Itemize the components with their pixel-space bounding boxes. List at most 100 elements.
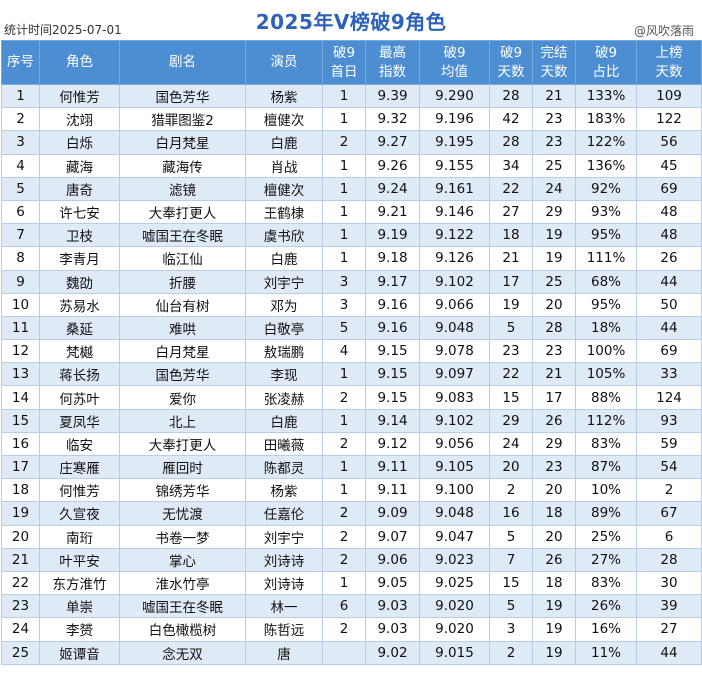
col-actor-cell: 白鹿 bbox=[245, 130, 323, 155]
col-drama-cell: 书卷一梦 bbox=[119, 524, 246, 549]
col-ratio-cell: 133% bbox=[575, 83, 637, 109]
col-ratio-cell: 27% bbox=[575, 547, 637, 572]
col-chart-days-cell: 93 bbox=[636, 408, 702, 433]
col-break-days-cell: 3 bbox=[489, 617, 533, 642]
col-drama-cell: 念无双 bbox=[119, 640, 246, 665]
table-row: 18 何惟芳 锦绣芳华 杨紫 1 9.11 9.100 2 20 10% 2 bbox=[1, 478, 702, 503]
col-chart-days-cell: 44 bbox=[636, 640, 702, 665]
col-actor-cell: 陈哲远 bbox=[245, 617, 323, 642]
col-chart-days-cell: 44 bbox=[636, 269, 702, 294]
col-break-days-cell: 5 bbox=[489, 315, 533, 341]
col-role-cell: 苏易水 bbox=[39, 292, 120, 317]
col-break-days-cell: 15 bbox=[489, 570, 533, 596]
col-first-day-cell: 1 bbox=[322, 478, 366, 503]
col-role-cell: 东方淮竹 bbox=[39, 570, 120, 596]
table-row: 13 蒋长扬 国色芳华 李现 1 9.15 9.097 22 21 105% 33 bbox=[1, 362, 702, 387]
col-rank-cell: 21 bbox=[1, 547, 40, 572]
col-avg-cell: 9.020 bbox=[419, 617, 490, 642]
col-drama-cell: 国色芳华 bbox=[119, 83, 246, 109]
col-first-day-header: 破9 首日 bbox=[322, 40, 366, 85]
col-avg-cell: 9.048 bbox=[419, 501, 490, 526]
col-break-days-cell: 16 bbox=[489, 501, 533, 526]
table-row: 1 何惟芳 国色芳华 杨紫 1 9.39 9.290 28 21 133% 109 bbox=[1, 83, 702, 109]
col-first-day-cell: 2 bbox=[322, 130, 366, 155]
header-label: 破9 bbox=[332, 44, 356, 61]
col-break-days-cell: 21 bbox=[489, 246, 533, 271]
col-first-day-cell: 1 bbox=[322, 570, 366, 596]
header-label: 破9 bbox=[443, 44, 466, 61]
col-drama-cell: 嘘国王在冬眠 bbox=[119, 223, 246, 248]
table-row: 10 苏易水 仙台有树 邓为 3 9.16 9.066 19 20 95% 50 bbox=[1, 292, 702, 317]
col-drama-cell: 临江仙 bbox=[119, 246, 246, 271]
col-break-days-cell: 24 bbox=[489, 431, 533, 457]
table-row: 2 沈翊 猎罪图鉴2 檀健次 1 9.32 9.196 42 23 183% 122 bbox=[1, 107, 702, 132]
table-header: 序号 角色 剧名 演员 破9 首日 最高 指数 破9 均值 破9 天数 完结 天数 破9 占比 上榜 天数 bbox=[1, 40, 702, 85]
col-actor-cell: 王鹤棣 bbox=[245, 199, 323, 225]
col-finish-days-cell: 18 bbox=[532, 570, 576, 596]
header-label: 占比 bbox=[592, 63, 620, 80]
col-role-cell: 梵樾 bbox=[39, 339, 120, 364]
col-first-day-cell: 1 bbox=[322, 199, 366, 225]
col-break-days-cell: 19 bbox=[489, 292, 533, 317]
col-max-index-cell: 9.18 bbox=[365, 246, 420, 271]
col-chart-days-cell: 109 bbox=[636, 83, 702, 109]
col-chart-days-cell: 56 bbox=[636, 130, 702, 155]
col-drama-cell: 国色芳华 bbox=[119, 362, 246, 387]
col-ratio-cell: 25% bbox=[575, 524, 637, 549]
col-actor-cell: 虞书欣 bbox=[245, 223, 323, 248]
col-ratio-cell: 10% bbox=[575, 478, 637, 503]
col-avg-cell: 9.066 bbox=[419, 292, 490, 317]
col-chart-days-cell: 26 bbox=[636, 246, 702, 271]
table-row: 9 魏劭 折腰 刘宇宁 3 9.17 9.102 17 25 68% 44 bbox=[1, 269, 702, 294]
table-row: 25 姬谭音 念无双唐 9.02 9.015 2 19 11% 44 bbox=[1, 640, 702, 665]
col-ratio-cell: 83% bbox=[575, 431, 637, 457]
col-max-index-cell: 9.39 bbox=[365, 83, 420, 109]
col-chart-days-cell: 28 bbox=[636, 547, 702, 572]
col-first-day-cell: 1 bbox=[322, 176, 366, 201]
col-avg-header: 破9 均值 bbox=[419, 40, 490, 85]
col-actor-cell: 林一 bbox=[245, 594, 323, 619]
col-drama-cell: 白月梵星 bbox=[119, 130, 246, 155]
col-drama-cell: 仙台有树 bbox=[119, 292, 246, 317]
table-row: 8 李青月 临江仙 白鹿 1 9.18 9.126 21 19 111% 26 bbox=[1, 246, 702, 271]
col-avg-cell: 9.025 bbox=[419, 570, 490, 596]
col-ratio-cell: 112% bbox=[575, 408, 637, 433]
col-rank-cell: 22 bbox=[1, 570, 40, 596]
col-actor-cell: 刘宇宁 bbox=[245, 524, 323, 549]
col-rank-header: 序号 bbox=[1, 40, 40, 85]
header-label: 均值 bbox=[441, 63, 468, 80]
col-max-index-cell: 9.06 bbox=[365, 547, 420, 572]
col-rank-cell: 6 bbox=[1, 199, 40, 225]
col-finish-days-cell: 18 bbox=[532, 501, 576, 526]
col-rank-cell: 16 bbox=[1, 431, 40, 457]
page-title: 2025年V榜破9角色 bbox=[255, 10, 447, 34]
table-row: 19 久宣夜 无忧渡 任嘉伦 2 9.09 9.048 16 18 89% 67 bbox=[1, 501, 702, 526]
header-label: 首日 bbox=[330, 63, 358, 80]
col-finish-days-cell: 26 bbox=[532, 547, 576, 572]
header-label: 破9 bbox=[499, 44, 523, 61]
author-credit: @风吹落雨 bbox=[633, 24, 694, 38]
col-rank-cell: 11 bbox=[1, 315, 40, 341]
col-role-cell: 沈翊 bbox=[39, 107, 120, 132]
col-avg-cell: 9.056 bbox=[419, 431, 490, 457]
col-avg-cell: 9.078 bbox=[419, 339, 490, 364]
col-ratio-cell: 136% bbox=[575, 153, 637, 178]
col-rank-cell: 12 bbox=[1, 339, 40, 364]
col-avg-cell: 9.195 bbox=[419, 130, 490, 155]
col-drama-cell: 难哄 bbox=[119, 315, 246, 341]
col-ratio-cell: 88% bbox=[575, 385, 637, 410]
col-break-days-cell: 5 bbox=[489, 524, 533, 549]
col-actor-cell: 白敬亭 bbox=[245, 315, 323, 341]
col-first-day-cell: 6 bbox=[322, 594, 366, 619]
col-ratio-cell: 87% bbox=[575, 454, 637, 480]
ranking-table: 序号 角色 剧名 演员 破9 首日 最高 指数 破9 均值 破9 天数 完结 天数 破9 占比 上榜 天数 1 何惟… bbox=[1, 40, 702, 665]
col-first-day-cell: 3 bbox=[322, 269, 366, 294]
col-chart-days-cell: 48 bbox=[636, 199, 702, 225]
col-avg-cell: 9.126 bbox=[419, 246, 490, 271]
col-ratio-cell: 105% bbox=[575, 362, 637, 387]
col-chart-days-cell: 45 bbox=[636, 153, 702, 178]
col-finish-days-cell: 19 bbox=[532, 617, 576, 642]
col-finish-days-cell: 23 bbox=[532, 107, 576, 132]
col-chart-days-cell: 30 bbox=[636, 570, 702, 596]
col-max-index-cell: 9.02 bbox=[365, 640, 420, 665]
